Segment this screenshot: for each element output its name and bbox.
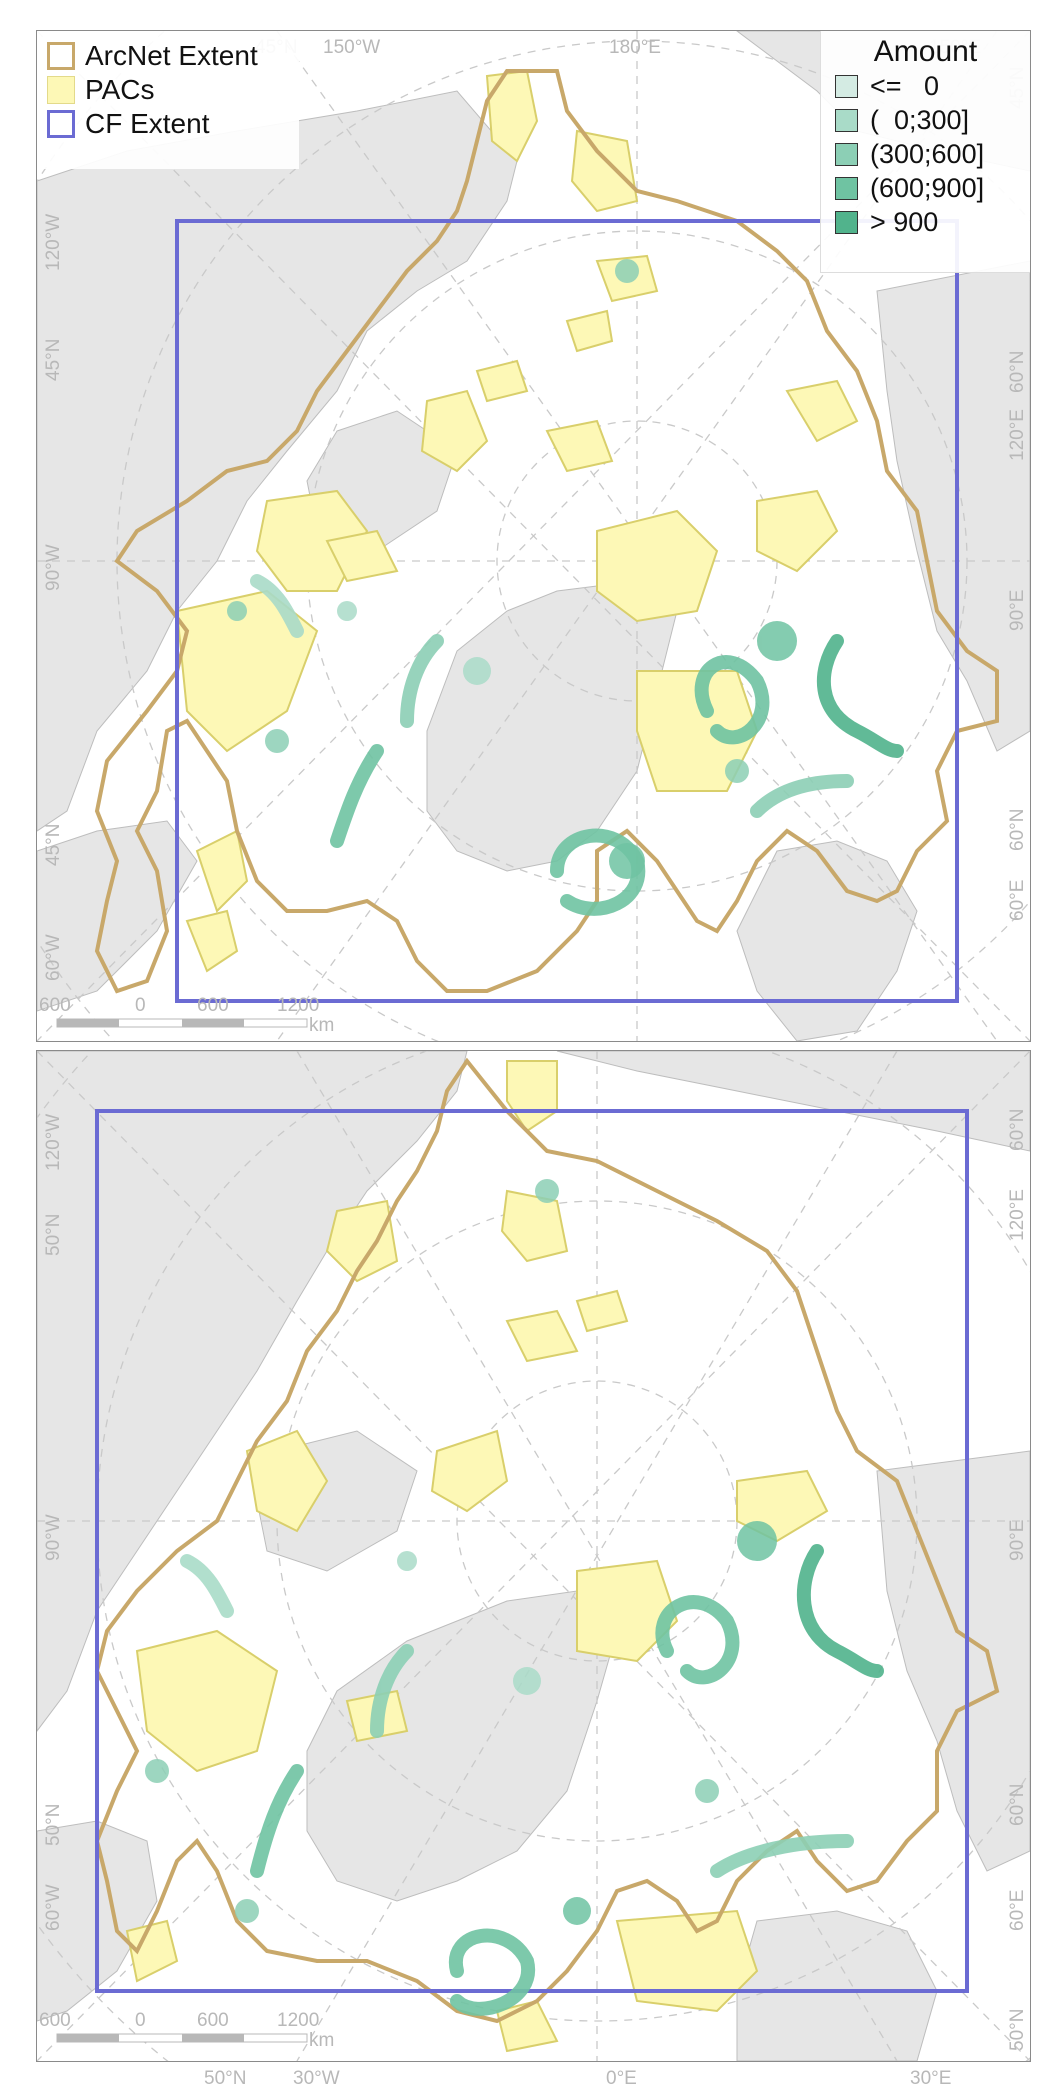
tick-label: 45°N [43,339,64,381]
scale-label: 1200 [277,995,319,1016]
tick-label: 90°E [1007,1520,1028,1561]
tick-label: 60°E [1007,880,1028,921]
tick-label: 60°W [43,934,64,981]
legend-item-pacs: PACs [47,73,299,107]
amount-swatch [835,142,858,166]
scale-label: 600 [197,995,229,1016]
amount-class: (300;600] [821,137,1030,171]
tick-label: 50°N [1007,2009,1028,2051]
cf-swatch [47,110,75,138]
tick-label: 50°N [204,2068,246,2089]
amount-class: (600;900] [821,171,1030,205]
tick-label: 60°E [1007,1890,1028,1931]
scale-label: 1200 [277,2010,319,2031]
map-legend: ArcNet Extent PACs CF Extent [37,31,299,169]
bottom-axis-labels: 50°N 30°W 0°E 30°E [204,2068,951,2089]
amount-swatch [835,210,858,234]
pac-areas-bottom [125,1060,829,2053]
amount-hotspots-bottom [180,1544,884,2016]
scale-unit: km [309,2030,334,2051]
tick-label: 180°E [609,37,661,58]
legend-label: PACs [85,74,155,105]
amount-class-label: (600;900] [870,172,985,203]
amount-class: > 900 [821,205,1030,239]
amount-class: <= 0 [821,69,1030,103]
arcnet-swatch [47,42,75,70]
tick-label: 30°W [293,2068,340,2089]
tick-label: 90°W [43,1514,64,1561]
amount-swatch [835,74,858,98]
tick-label: 50°N [43,1804,64,1846]
arcnet-extent-bottom [94,1057,1000,2024]
graticule-labels-bottom: 120°W 50°N 90°W 50°N 60°W 60°N 120°E 90°… [43,1109,1028,2051]
amount-spots-bottom [145,1179,777,1925]
tick-label: 120°W [43,1114,64,1171]
scale-label: 0 [135,995,146,1016]
tick-label: 120°E [1007,1189,1028,1241]
amount-class-label: <= 0 [870,70,940,101]
tick-label: 30°E [910,2068,951,2089]
legend-item-cf: CF Extent [47,107,299,141]
tick-label: 120°E [1007,409,1028,461]
tick-label: 90°W [43,544,64,591]
scale-unit: km [309,1015,334,1036]
arcnet-extent-top [94,69,999,994]
tick-label: 0°E [606,2068,637,2089]
legend-item-arcnet: ArcNet Extent [47,39,299,73]
map-canvas-bottom: 120°W 50°N 90°W 50°N 60°W 60°N 120°E 90°… [37,1051,1030,2061]
tick-label: 60°N [1007,351,1028,393]
tick-label: 60°W [43,1884,64,1931]
pac-areas-top [175,69,859,973]
amount-class-label: (300;600] [870,138,985,169]
scale-label: 0 [135,2010,146,2031]
amount-class-label: > 900 [870,206,939,237]
scale-label: 600 [39,995,71,1016]
map-panel-bottom: 120°W 50°N 90°W 50°N 60°W 60°N 120°E 90°… [36,1050,1031,2062]
amount-legend: Amount <= 0 ( 0;300] (300;600] (600;900]… [820,31,1030,273]
amount-swatch [835,176,858,200]
amount-class: ( 0;300] [821,103,1030,137]
tick-label: 50°N [43,1214,64,1256]
map-panel-top: 45°N 150°W 180°E 150°E 120°W 45°N 90°W 4… [36,30,1031,1042]
tick-label: 120°W [43,214,64,271]
scale-bar-bottom: 600 0 600 1200 km [39,2010,334,2051]
graticule-bottom [37,1051,1030,2061]
legend-label: ArcNet Extent [85,40,258,71]
tick-label: 60°N [1007,1784,1028,1826]
scale-bar-top: 600 0 600 1200 km [39,995,334,1036]
cf-extent-bottom [95,1109,969,1993]
amount-legend-title: Amount [873,35,978,68]
tick-label: 90°E [1007,590,1028,631]
amount-spots-top [227,259,797,879]
tick-label: 45°N [43,824,64,866]
scale-label: 600 [197,2010,229,2031]
land-top [37,31,1030,1041]
cf-extent-top [175,219,959,1003]
amount-swatch [835,108,858,132]
pac-swatch [47,76,75,104]
scale-label: 600 [39,2010,71,2031]
legend-label: CF Extent [85,108,210,139]
amount-hotspots-top [250,574,904,916]
tick-label: 60°N [1007,809,1028,851]
amount-class-label: ( 0;300] [870,104,970,135]
map-canvas-top: 45°N 150°W 180°E 150°E 120°W 45°N 90°W 4… [37,31,1030,1041]
tick-label: 150°W [323,37,380,58]
tick-label: 60°N [1007,1109,1028,1151]
